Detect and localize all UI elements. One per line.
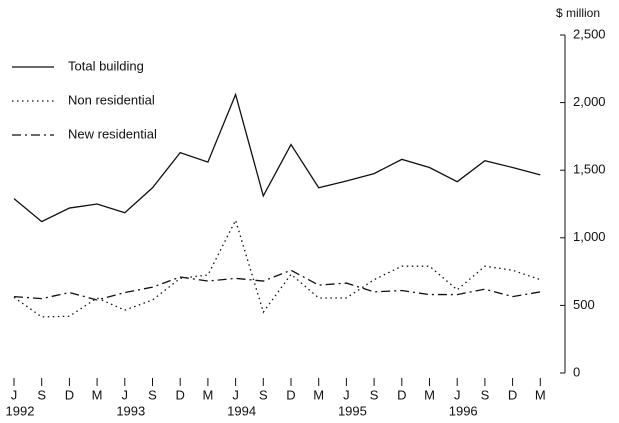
x-tick-label: D (65, 387, 74, 402)
series-line (13, 92, 541, 223)
x-tick-label: J (232, 387, 239, 402)
year-label: 1994 (227, 403, 256, 418)
x-tick-label: D (286, 387, 295, 402)
x-tick-label: M (202, 387, 213, 402)
year-label: 1992 (6, 403, 35, 418)
x-tick-label: D (397, 387, 406, 402)
year-label: 1996 (449, 403, 478, 418)
x-tick-label: D (176, 387, 185, 402)
x-tick-label: S (481, 387, 490, 402)
x-tick-label: J (343, 387, 350, 402)
x-tick-label: M (92, 387, 103, 402)
x-tick-label: M (313, 387, 324, 402)
y-tick-label: 1,500 (573, 162, 606, 177)
year-label: 1995 (338, 403, 367, 418)
y-tick-label: 1,000 (573, 229, 606, 244)
y-tick-label: 2,000 (573, 94, 606, 109)
y-tick-label: 500 (573, 297, 595, 312)
x-tick-label: S (148, 387, 157, 402)
series-line (13, 218, 541, 318)
x-tick-label: J (11, 387, 18, 402)
legend-label: Total building (68, 58, 144, 73)
x-tick-label: S (37, 387, 46, 402)
x-tick-label: M (535, 387, 546, 402)
x-tick-label: J (454, 387, 461, 402)
x-tick-label: D (508, 387, 517, 402)
year-label: 1993 (116, 403, 145, 418)
x-tick-label: S (259, 387, 268, 402)
x-tick-label: J (122, 387, 129, 402)
y-axis-label: $ million (556, 6, 600, 20)
legend-label: New residential (68, 126, 157, 141)
legend-label: Non residential (68, 92, 155, 107)
series-line (13, 269, 541, 301)
x-tick-label: S (370, 387, 379, 402)
y-tick-label: 2,500 (573, 26, 606, 41)
y-tick-label: 0 (573, 364, 580, 379)
x-tick-label: M (424, 387, 435, 402)
